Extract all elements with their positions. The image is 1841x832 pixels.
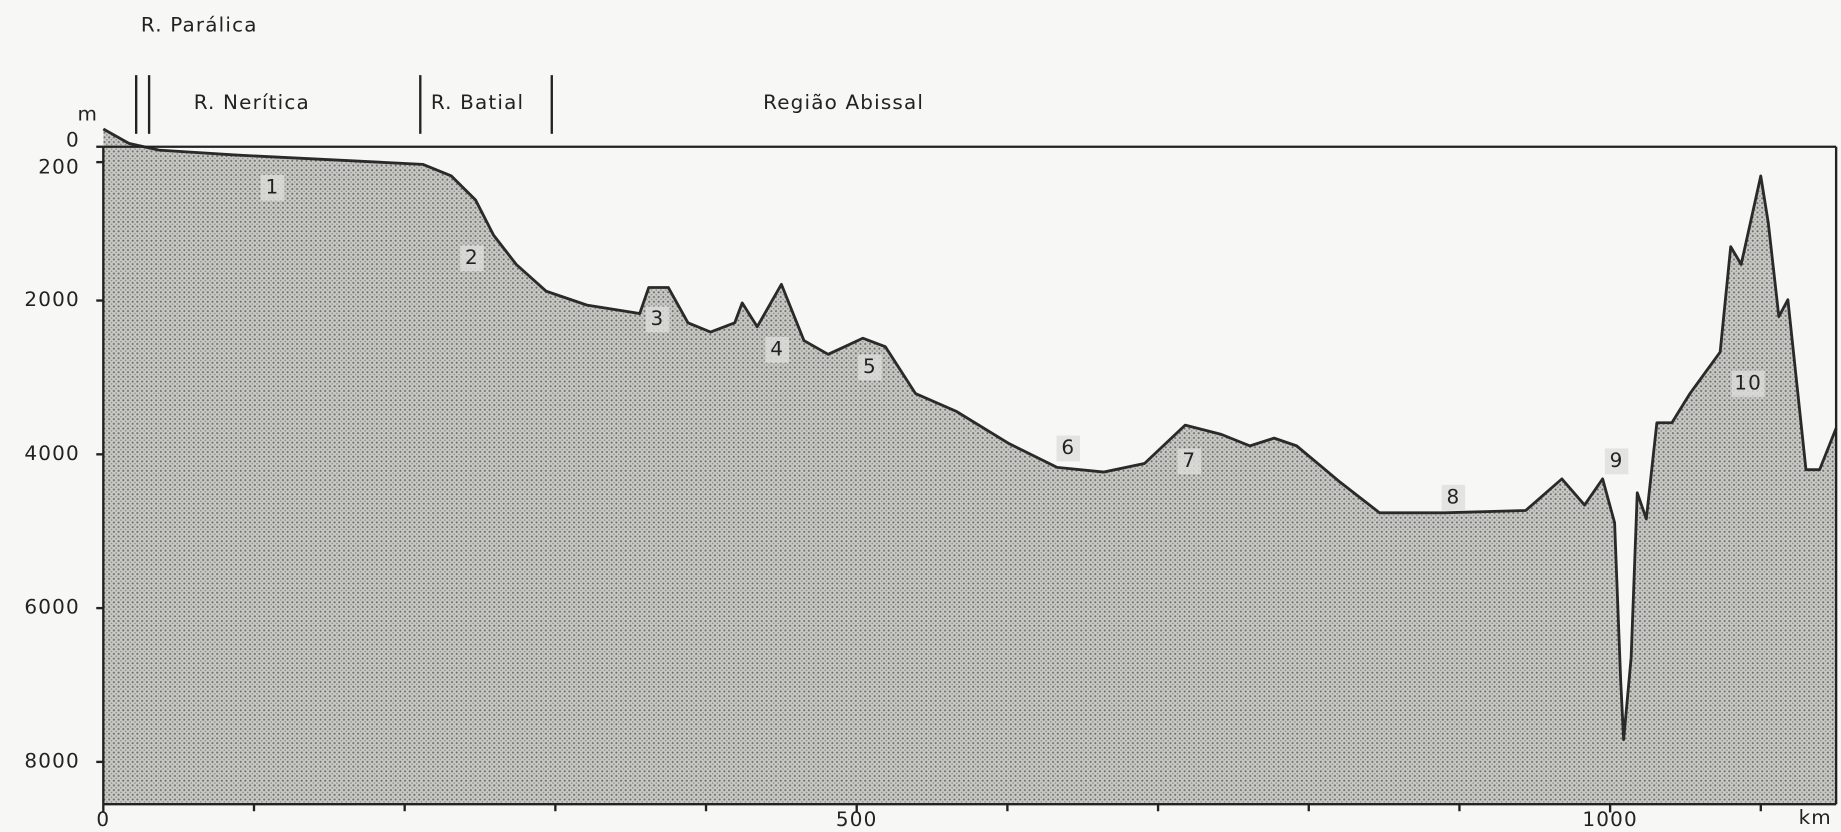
annotation: 1 xyxy=(265,174,279,198)
region-label: R. Nerítica xyxy=(194,90,310,114)
x-tick-label: 500 xyxy=(836,807,878,831)
y-tick-label: 0 xyxy=(66,127,80,151)
annotation: 10 xyxy=(1734,370,1762,394)
area xyxy=(103,129,1836,804)
annotation: 2 xyxy=(465,245,479,269)
y-tick-label: 8000 xyxy=(24,748,79,772)
x-tick-label: 0 xyxy=(96,807,110,831)
page: {"chart_data": { "type": "area", "y_unit… xyxy=(0,0,1841,832)
region-label: R. Parálica xyxy=(141,12,258,36)
x-tick-label: 1000 xyxy=(1582,807,1637,831)
y-tick-label: 4000 xyxy=(24,441,79,465)
y-tick-label: 6000 xyxy=(24,595,79,619)
plot: R. Parálica R. Nerítica R. Batial Região… xyxy=(24,12,1836,831)
annotation: 6 xyxy=(1061,435,1075,459)
annotation: 8 xyxy=(1446,484,1460,508)
x-unit: km xyxy=(1799,805,1832,829)
y-tick-label: 2000 xyxy=(24,287,79,311)
y-tick-label: 200 xyxy=(38,154,80,178)
region-label: Região Abissal xyxy=(763,90,924,114)
region-label: R. Batial xyxy=(431,90,524,114)
annotation: 4 xyxy=(770,336,784,360)
annotation: 7 xyxy=(1182,448,1196,472)
annotation: 5 xyxy=(863,354,877,378)
annotation: 9 xyxy=(1610,448,1624,472)
annotation: 3 xyxy=(651,306,665,330)
chart: R. Parálica R. Nerítica R. Batial Região… xyxy=(0,0,1841,832)
y-unit: m xyxy=(77,102,98,126)
